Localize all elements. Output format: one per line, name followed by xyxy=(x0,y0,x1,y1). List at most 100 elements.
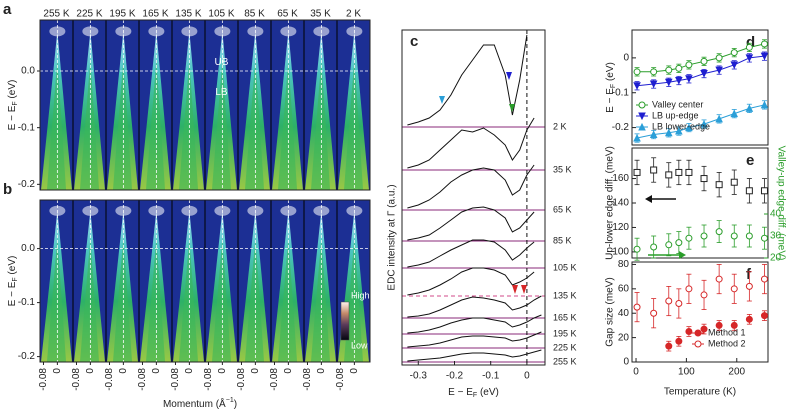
series-label: 195 K xyxy=(553,328,577,338)
point xyxy=(633,82,641,90)
series-label: 135 K xyxy=(553,290,577,300)
point xyxy=(730,178,738,186)
point xyxy=(760,312,768,320)
x-axis-label-part: −1 xyxy=(226,397,234,404)
band-core xyxy=(178,237,199,362)
point xyxy=(760,40,768,48)
y2-tick-label: 20 xyxy=(770,253,782,264)
panel-letter: b xyxy=(3,181,12,198)
edc-curve xyxy=(407,295,542,318)
y-tick-label: 60 xyxy=(618,283,630,294)
point xyxy=(760,234,768,242)
point xyxy=(665,241,673,249)
band-core xyxy=(211,59,232,190)
band-core xyxy=(178,59,199,190)
temperature-label: 35 K xyxy=(310,9,331,20)
point xyxy=(685,168,693,176)
point xyxy=(730,232,738,240)
band-core xyxy=(343,59,364,190)
y-tick-label: -0.2 xyxy=(18,351,36,362)
y-tick-label: 120 xyxy=(612,222,629,233)
legend-marker xyxy=(694,329,702,337)
colorbar xyxy=(340,301,350,341)
point xyxy=(633,245,641,253)
x-tick-label: -0.08 xyxy=(137,368,148,391)
band-core xyxy=(112,59,133,190)
band-core xyxy=(211,237,232,362)
point xyxy=(715,54,723,62)
y-tick-label: 100 xyxy=(612,247,629,258)
point xyxy=(685,328,693,336)
temperature-label: 225 K xyxy=(76,9,102,20)
panel-letter: c xyxy=(410,33,418,50)
panel-letter: d xyxy=(746,34,755,51)
x-tick-label: -0.2 xyxy=(446,371,464,382)
point xyxy=(745,232,753,240)
legend-marker xyxy=(638,101,646,109)
series-label: 2 K xyxy=(553,121,567,131)
y-tick-label: 40 xyxy=(618,308,630,319)
point xyxy=(633,168,641,176)
temperature-label: 85 K xyxy=(244,9,265,20)
colorbar-label: Low xyxy=(351,340,368,350)
y-tick-label: 140 xyxy=(612,198,629,209)
band-core xyxy=(46,237,67,362)
series-label: 105 K xyxy=(553,262,577,272)
y-tick-label: -0.1 xyxy=(18,297,36,308)
frame xyxy=(401,29,546,366)
edc-curve xyxy=(407,331,542,348)
arrowhead xyxy=(645,195,652,203)
band-core xyxy=(79,59,100,190)
frame xyxy=(631,261,769,363)
point xyxy=(665,297,673,305)
frame xyxy=(631,29,769,146)
temperature-label: 195 K xyxy=(109,9,135,20)
point xyxy=(715,66,723,75)
x-tick-label: 0 xyxy=(217,368,228,374)
series-label: 35 K xyxy=(553,164,572,174)
c-markers xyxy=(439,72,527,294)
temperature-label: 255 K xyxy=(43,9,69,20)
point xyxy=(664,78,673,87)
y-tick-label: 80 xyxy=(618,259,630,270)
point xyxy=(633,133,641,142)
x-tick-label: 0 xyxy=(349,368,360,374)
point xyxy=(760,275,768,283)
point xyxy=(685,285,693,293)
series-label: 255 K xyxy=(553,356,577,366)
point xyxy=(745,43,753,51)
series-line xyxy=(636,55,765,87)
e-arrows xyxy=(645,195,686,259)
point xyxy=(715,321,723,329)
point xyxy=(700,325,708,333)
point xyxy=(745,315,753,323)
y-axis-label-part: F xyxy=(12,101,19,105)
x-axis-label-part: Momentum (Å xyxy=(163,397,226,410)
y-axis-label-part: (eV) xyxy=(605,62,616,84)
x-tick-label: 0 xyxy=(85,368,96,374)
band-core xyxy=(277,237,298,362)
point xyxy=(650,68,658,76)
y2-axis-label: Valley-up edge diff. (meV) xyxy=(775,146,786,261)
point xyxy=(675,299,683,307)
colorbar-label: High xyxy=(351,290,370,300)
legend-label: Method 2 xyxy=(708,338,746,348)
arrowhead xyxy=(679,251,686,259)
x-axis-label-part: ) xyxy=(234,399,237,410)
annotation: LB xyxy=(215,87,228,98)
x-tick-label: 0 xyxy=(250,368,261,374)
point xyxy=(649,130,658,139)
x-axis-label: Temperature (K) xyxy=(664,387,736,398)
point xyxy=(715,114,723,123)
band-core xyxy=(112,237,133,362)
x-tick-label: 0 xyxy=(316,368,327,374)
x-tick-label: 0 xyxy=(52,368,63,374)
point xyxy=(700,175,708,183)
legend-label: Valley center xyxy=(652,99,703,109)
band-core xyxy=(244,237,265,362)
y-tick-label: 0.0 xyxy=(21,243,35,254)
band-core xyxy=(277,59,298,190)
y-axis-label-part: F xyxy=(12,277,19,281)
x-tick-label: -0.08 xyxy=(104,368,115,391)
